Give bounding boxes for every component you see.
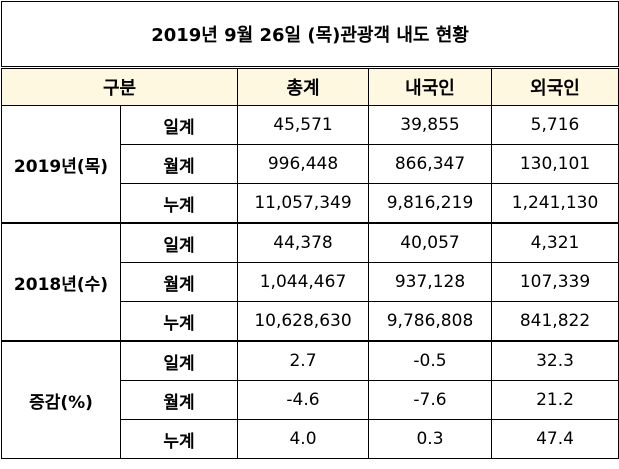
header-cell: 구분 [1, 67, 238, 106]
table-row: 월계 996,448 866,347 130,101 [2, 144, 619, 184]
value-cell: 11,057,349 [237, 183, 369, 224]
value-cell: 0.3 [368, 419, 492, 459]
table-row: 누계 4.0 0.3 47.4 [2, 419, 619, 459]
header-cell: 총계 [237, 67, 369, 106]
value-cell: 4.0 [237, 419, 369, 459]
value-cell: 1,044,467 [237, 262, 369, 302]
table-row: 누계 10,628,630 9,786,808 841,822 [2, 301, 619, 342]
row-label: 월계 [120, 144, 238, 184]
value-cell: 21.2 [490, 380, 619, 420]
row-label: 일계 [120, 105, 238, 145]
value-cell: 47.4 [490, 419, 619, 459]
row-label: 월계 [120, 380, 238, 420]
value-cell: 45,571 [237, 105, 369, 145]
value-cell: 40,057 [368, 222, 492, 263]
table-row: 증감(%) 일계 2.7 -0.5 32.3 [1, 340, 619, 459]
table-title: 2019년 9월 26일 (목)관광객 내도 현황 [0, 1, 619, 69]
value-cell: 9,816,219 [368, 183, 492, 224]
value-cell: -0.5 [368, 340, 492, 381]
value-cell: 10,628,630 [237, 301, 369, 342]
value-cell: 1,241,130 [490, 183, 619, 224]
value-cell: -7.6 [368, 380, 492, 420]
value-cell: 130,101 [490, 144, 619, 184]
value-cell: 9,786,808 [368, 301, 492, 342]
value-cell: -4.6 [237, 380, 369, 420]
value-cell: 996,448 [237, 144, 369, 184]
value-cell: 32.3 [490, 340, 619, 381]
value-cell: 107,339 [490, 262, 619, 302]
row-label: 일계 [120, 222, 238, 263]
value-cell: 44,378 [237, 222, 369, 263]
group-label: 2018년(수) [1, 222, 121, 342]
value-cell: 937,128 [368, 262, 492, 302]
row-label: 누계 [120, 183, 238, 224]
table-row: 누계 11,057,349 9,816,219 1,241,130 [2, 183, 619, 224]
row-label: 월계 [120, 262, 238, 302]
header-cell: 내국인 [368, 67, 492, 106]
group-label: 증감(%) [1, 340, 121, 459]
value-cell: 2.7 [237, 340, 369, 381]
value-cell: 4,321 [490, 222, 619, 263]
row-label: 누계 [120, 419, 238, 459]
row-label: 일계 [120, 340, 238, 381]
table-row: 2019년(목) 일계 45,571 39,855 5,716 [1, 105, 619, 224]
table-row: 2018년(수) 일계 44,378 40,057 4,321 [1, 222, 619, 342]
group-label: 2019년(목) [1, 105, 121, 224]
value-cell: 841,822 [490, 301, 619, 342]
value-cell: 866,347 [368, 144, 492, 184]
header-cell: 외국인 [490, 67, 619, 106]
value-cell: 5,716 [490, 105, 619, 145]
table-row: 월계 -4.6 -7.6 21.2 [2, 380, 619, 420]
table-row: 월계 1,044,467 937,128 107,339 [2, 262, 619, 302]
row-label: 누계 [120, 301, 238, 342]
value-cell: 39,855 [368, 105, 492, 145]
tourist-table: 2019년 9월 26일 (목)관광객 내도 현황 구분 총계 내국인 외국인 … [0, 1, 619, 459]
